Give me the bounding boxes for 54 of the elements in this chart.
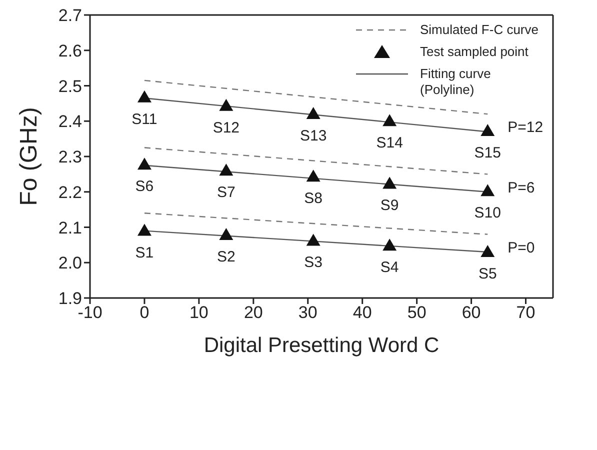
point [480,245,495,258]
x-tick-label: 50 [407,303,426,322]
annotation: S10 [474,204,501,222]
annotation: S6 [135,178,154,196]
point [306,170,320,182]
annotation: S7 [216,184,236,202]
x-tick-label: 40 [352,303,372,322]
annotation: S9 [380,197,399,214]
legend-label: Simulated F-C curve [420,22,540,38]
point [219,164,234,176]
legend-label: Fitting curve (Polyline) [420,66,492,98]
annotation: P=6 [508,179,535,196]
annotation: S15 [474,144,501,162]
y-tick-label: 2.6 [58,41,82,60]
annotation: P=12 [508,119,544,136]
x-tick-label: 60 [462,303,481,322]
point [306,234,320,246]
annotation: S2 [216,248,236,266]
point [137,90,152,102]
y-tick-label: 2.7 [58,6,82,26]
point [382,176,397,189]
point [382,238,397,251]
x-axis-title: Digital Presetting Word C [204,334,440,357]
x-tick-label: 20 [244,303,263,322]
y-tick-label: 2.5 [58,76,82,96]
point [137,158,152,170]
point [480,184,495,196]
annotation: S12 [212,119,240,136]
annotation: P=0 [508,240,535,257]
point [219,228,234,240]
y-tick-label: 2.3 [58,148,82,167]
annotation: S11 [132,110,158,128]
annotation: S1 [135,244,154,262]
point [306,107,320,120]
y-tick-label: 2.4 [58,112,82,132]
point [219,98,234,111]
x-tick-label: 70 [516,303,536,322]
annotation: S8 [304,190,323,208]
y-axis-title: Fo (GHz) [16,107,43,206]
x-tick-label: 10 [189,303,208,322]
y-tick-label: 2.2 [58,182,82,202]
point [137,224,152,236]
point [480,124,495,136]
legend-label: Test sampled point [420,44,530,60]
annotation: S13 [300,128,327,145]
x-tick-label: 0 [140,303,150,322]
x-tick-label: 30 [298,303,318,322]
y-tick-label: 2.1 [58,218,82,238]
annotation: S4 [380,259,399,276]
annotation: S3 [304,254,323,272]
y-tick-label: 2.0 [58,254,82,273]
point [382,114,397,126]
annotation: S14 [376,134,403,152]
annotation: S5 [478,266,497,283]
